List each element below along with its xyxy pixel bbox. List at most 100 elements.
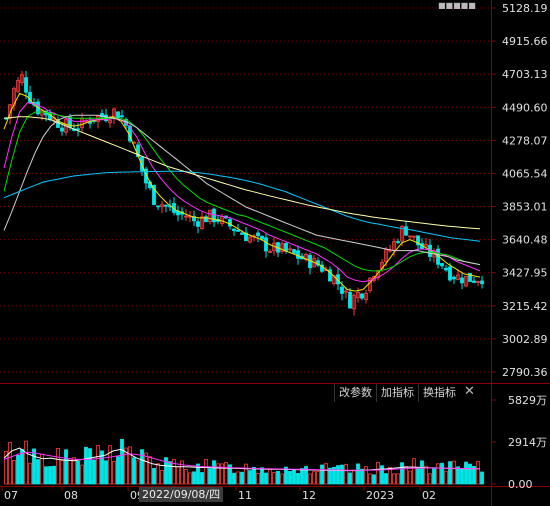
candle-up — [356, 291, 360, 299]
volume-bar — [84, 446, 88, 485]
candle-down — [232, 228, 236, 232]
candle-down — [348, 291, 352, 309]
volume-bar — [16, 454, 20, 485]
volume-bar — [108, 445, 112, 485]
candle-down — [100, 113, 104, 118]
volume-bar — [368, 473, 372, 485]
candle-down — [284, 242, 288, 252]
volume-bar — [152, 468, 156, 485]
volume-bar — [76, 460, 80, 485]
candle-down — [116, 111, 120, 119]
close-icon[interactable]: ✕ — [464, 384, 475, 399]
ma250-line — [3, 116, 481, 230]
volume-bar — [472, 466, 476, 485]
volume-bar — [56, 448, 60, 485]
volume-bar — [224, 462, 228, 485]
volume-bar — [164, 457, 168, 485]
candle-down — [244, 232, 248, 242]
candle-up — [476, 280, 480, 284]
volume-bar — [28, 462, 32, 485]
volume-axis: 5829万 2914万 0.00 — [491, 394, 547, 491]
volume-bar — [332, 466, 336, 485]
candle-down — [152, 184, 156, 206]
price-tick-label: 4915.66 — [502, 35, 548, 48]
watermark-text: ■■■■■ — [438, 1, 476, 10]
candle-up — [412, 235, 416, 238]
volume-bar — [52, 465, 56, 485]
candle-down — [76, 128, 80, 131]
volume-bar — [476, 460, 480, 485]
candle-up — [184, 215, 188, 218]
volume-bar — [384, 473, 388, 485]
candle-down — [440, 263, 444, 267]
volume-bar — [364, 466, 368, 485]
volume-bar — [124, 447, 128, 485]
date-tick-label: 07 — [4, 489, 18, 502]
volume-bar — [208, 468, 212, 485]
volume-bar — [188, 472, 192, 485]
indicator-toolbar: 改参数 加指标 换指标 ✕ — [334, 384, 479, 402]
volume-bar — [320, 464, 324, 485]
candle-up — [400, 226, 404, 242]
candle-down — [404, 226, 408, 236]
volume-bar — [228, 464, 232, 485]
volume-bar — [24, 440, 28, 485]
swap-indicator-button[interactable]: 换指标 — [418, 384, 460, 402]
volume-bar — [200, 472, 204, 485]
volume-bar — [64, 449, 68, 485]
volume-bar — [168, 461, 172, 485]
volume-bar — [416, 467, 420, 485]
price-tick-label: 4278.07 — [502, 134, 548, 147]
add-indicator-button[interactable]: 加指标 — [376, 384, 418, 402]
candle-up — [8, 104, 12, 119]
volume-tick-label: 0.00 — [508, 478, 533, 491]
volume-bar — [252, 466, 256, 485]
volume-bar — [72, 457, 76, 485]
price-tick-label: 2790.36 — [502, 366, 548, 379]
candle-up — [16, 80, 20, 92]
candle-up — [20, 74, 24, 84]
candle-up — [424, 244, 428, 248]
candle-up — [108, 119, 112, 124]
volume-bar — [128, 446, 132, 485]
volume-bar — [176, 466, 180, 485]
volume-bar — [68, 458, 72, 485]
volume-bar — [80, 464, 84, 485]
candle-down — [472, 280, 476, 283]
candle-down — [196, 221, 200, 227]
candle-up — [344, 290, 348, 293]
price-tick-label: 4065.54 — [502, 167, 548, 180]
candle-up — [304, 253, 308, 261]
volume-bars — [4, 438, 484, 485]
volume-bar — [424, 465, 428, 485]
price-tick-label: 4490.60 — [502, 101, 548, 114]
volume-bar — [236, 471, 240, 485]
candle-down — [264, 237, 268, 252]
ma20-line — [3, 102, 481, 283]
volume-bar — [136, 460, 140, 485]
volume-bar — [464, 461, 468, 485]
volume-bar — [196, 463, 200, 485]
volume-bar — [172, 459, 176, 485]
volume-bar — [324, 463, 328, 485]
volume-bar — [356, 463, 360, 485]
edit-params-button[interactable]: 改参数 — [334, 384, 376, 402]
candle-down — [452, 276, 456, 280]
volume-bar — [212, 460, 216, 485]
candle-up — [248, 236, 252, 243]
candle-down — [340, 286, 344, 294]
candle-down — [120, 115, 124, 118]
price-tick-label: 3427.95 — [502, 267, 548, 280]
volume-bar — [312, 471, 316, 485]
candle-down — [448, 266, 452, 281]
candle-down — [292, 249, 296, 254]
candle-down — [396, 241, 400, 243]
candle-down — [236, 229, 240, 232]
date-tick-label: 02 — [422, 489, 436, 502]
volume-bar — [436, 463, 440, 485]
volume-bar — [268, 468, 272, 485]
volume-bar — [112, 461, 116, 485]
candle-up — [288, 248, 292, 251]
